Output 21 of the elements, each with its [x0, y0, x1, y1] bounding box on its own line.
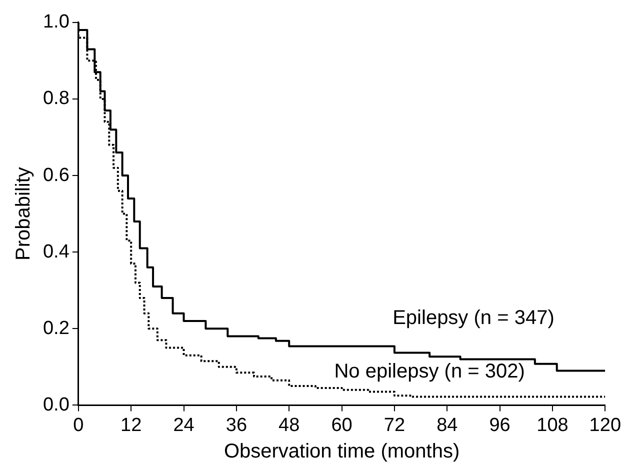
- y-tick-label: 0.0: [42, 394, 70, 416]
- series-label: Epilepsy (n = 347): [392, 307, 554, 330]
- y-tick-label: 0.8: [42, 88, 70, 110]
- y-tick-label: 0.6: [42, 164, 70, 186]
- y-tick-label: 0.4: [42, 241, 70, 262]
- x-tick-label: 120: [589, 414, 621, 436]
- x-tick-label: 12: [120, 414, 142, 436]
- x-axis-title: Observation time (months): [224, 440, 460, 463]
- y-tick-label: 1.0: [42, 12, 70, 33]
- x-tick-label: 36: [226, 414, 248, 436]
- y-tick-label: 0.2: [42, 318, 70, 339]
- x-tick-label: 72: [384, 414, 406, 436]
- x-tick-label: 108: [536, 414, 568, 436]
- x-tick-label: 84: [436, 414, 458, 436]
- x-tick-label: 48: [278, 414, 300, 436]
- x-tick-label: 0: [73, 414, 84, 436]
- x-tick-label: 96: [489, 414, 510, 436]
- y-axis-title: Probability: [12, 167, 35, 260]
- x-tick-label: 24: [173, 414, 195, 436]
- series-label: No epilepsy (n = 302): [334, 360, 525, 383]
- x-tick-label: 60: [331, 414, 352, 436]
